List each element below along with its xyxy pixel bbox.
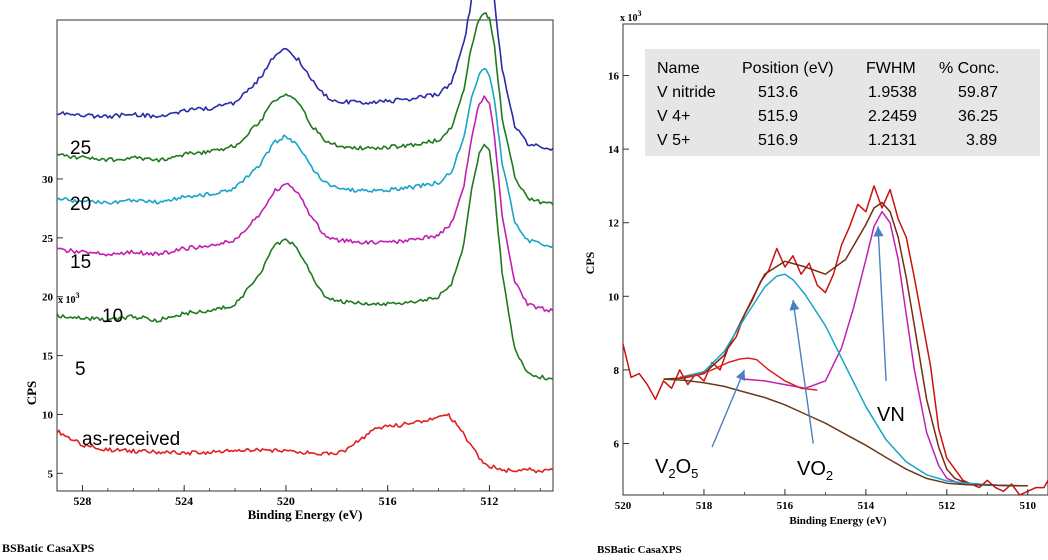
series-line-10 (56, 95, 554, 313)
right-y-multiplier: x 103 (620, 9, 642, 24)
annotation-arrow-line (711, 369, 746, 448)
line-label-20: 20 (70, 194, 91, 215)
y-tick-label: 15 (42, 351, 54, 363)
table-cell: 1.2131 (868, 132, 917, 149)
series-line-5 (56, 143, 554, 381)
x-tick-label: 514 (858, 500, 875, 512)
table-cell: V nitride (657, 84, 716, 101)
right-y-axis-label: CPS (583, 251, 597, 274)
table-cell: 36.25 (958, 108, 998, 125)
table-cell: 2.2459 (868, 108, 917, 125)
annotation-arrow-head (735, 369, 746, 382)
y-tick-label: 30 (42, 174, 54, 186)
x-tick-label: 516 (777, 500, 794, 512)
left-y-multiplier: x 103 (58, 291, 80, 306)
left-series-group (56, 0, 554, 474)
left-plot-frame (56, 19, 554, 492)
line-label-10: 10 (102, 306, 123, 327)
right-chart-panel: 520 518 516 514 512 510 6 8 10 12 14 16 x 103 Bind… (583, 9, 1048, 556)
x-tick-label: 518 (696, 500, 713, 512)
table-header-conc: % Conc. (939, 60, 999, 77)
y-tick-label: 10 (608, 291, 620, 303)
table-header-name: Name (657, 60, 700, 77)
annotation-vn: VN (877, 404, 905, 426)
x-tick-label: 528 (73, 494, 91, 508)
left-y-axis-label: CPS (24, 381, 39, 406)
table-cell: 515.9 (758, 108, 798, 125)
x-tick-label: 512 (939, 500, 956, 512)
series-line-25 (56, 0, 554, 151)
y-tick-label: 14 (608, 144, 620, 156)
x-tick-label: 512 (480, 494, 498, 508)
x-tick-label: 516 (379, 494, 397, 508)
table-header-fwhm: FWHM (866, 60, 916, 77)
fit-results-table: Name Position (eV) FWHM % Conc. V nitrid… (645, 49, 1040, 156)
left-x-ticks: 528 524 520 516 512 (56, 485, 541, 508)
x-tick-label: 524 (175, 494, 193, 508)
x-tick-label: 510 (1020, 500, 1037, 512)
series-line-v-5- (679, 357, 818, 391)
table-background (645, 49, 1040, 156)
y-tick-label: 8 (614, 365, 620, 377)
table-cell: 1.9538 (868, 84, 917, 101)
line-label-5: 5 (75, 359, 86, 380)
y-tick-label: 20 (42, 292, 54, 304)
table-header-position: Position (eV) (742, 60, 834, 77)
y-tick-label: 25 (42, 233, 54, 245)
series-line-v-4- (683, 273, 1008, 487)
line-label-as-received: as-received (82, 429, 180, 450)
annotation-arrow-line (877, 226, 887, 381)
annotation-arrow-line (792, 299, 814, 444)
right-x-axis-label: Binding Energy (eV) (789, 515, 887, 527)
table-cell: V 5+ (657, 132, 690, 149)
annotation-v2o5: V2O5 (655, 456, 698, 481)
table-cell: V 4+ (657, 108, 690, 125)
x-tick-label: 520 (615, 500, 632, 512)
x-tick-label: 520 (277, 494, 295, 508)
annotation-arrow-head (873, 226, 884, 237)
line-label-25: 25 (70, 138, 91, 159)
table-cell: 59.87 (958, 84, 998, 101)
right-y-ticks: 6 8 10 12 14 16 (608, 71, 629, 450)
right-footer: BSBatic CasaXPS (597, 544, 682, 556)
y-tick-label: 6 (614, 438, 620, 450)
right-series-group (622, 185, 1048, 496)
series-line-as-received (56, 413, 554, 474)
left-footer: BSBatic CasaXPS (2, 541, 95, 555)
series-line-15 (56, 67, 554, 249)
left-y-ticks: 5 10 15 20 25 30 (42, 174, 63, 480)
left-x-axis-label: Binding Energy (eV) (248, 507, 363, 522)
y-tick-label: 16 (608, 71, 620, 83)
right-x-ticks: 520 518 516 514 512 510 (615, 489, 1037, 512)
series-line-envelope (663, 201, 1028, 487)
y-tick-label: 10 (42, 409, 54, 421)
table-cell: 516.9 (758, 132, 798, 149)
table-cell: 513.6 (758, 84, 798, 101)
series-line-20 (56, 12, 554, 206)
annotation-arrows (711, 226, 887, 448)
line-label-15: 15 (70, 252, 91, 273)
table-cell: 3.89 (966, 132, 997, 149)
series-line-background (663, 378, 1028, 487)
y-tick-label: 12 (608, 218, 620, 230)
annotation-arrow-head (789, 299, 800, 311)
y-tick-label: 5 (48, 468, 54, 480)
annotation-vo2: VO2 (797, 458, 833, 483)
